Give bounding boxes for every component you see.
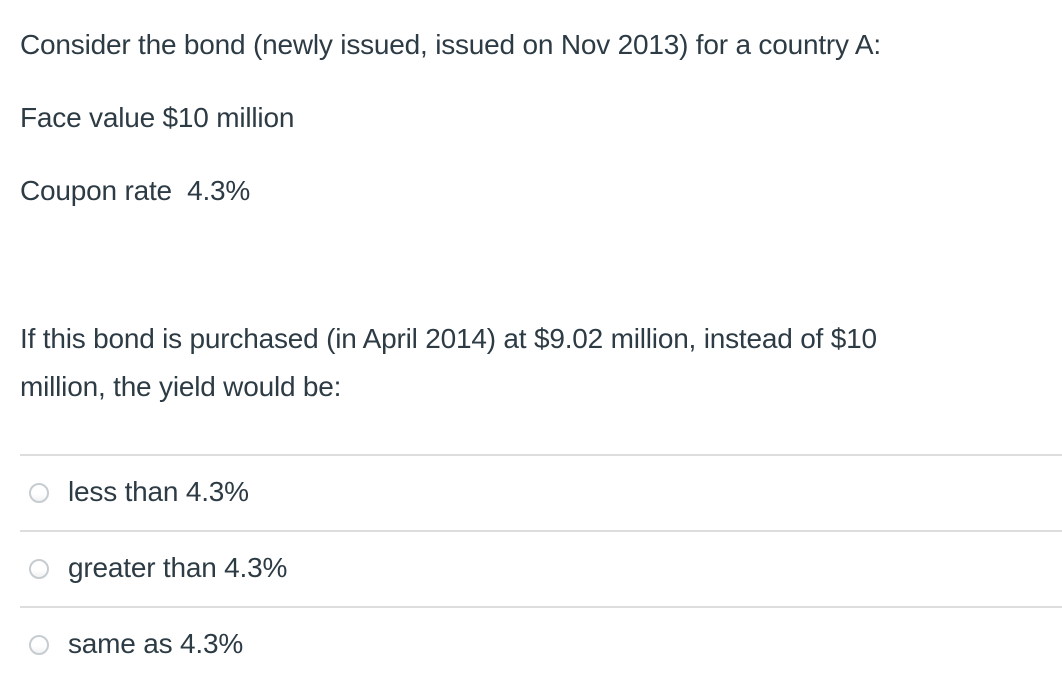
- question-text-block: Consider the bond (newly issued, issued …: [0, 26, 1062, 411]
- radio-button-icon[interactable]: [29, 635, 49, 655]
- answer-option-label[interactable]: greater than 4.3%: [68, 552, 288, 583]
- question-coupon-rate: Coupon rate 4.3%: [20, 175, 251, 206]
- answer-option-row[interactable]: greater than 4.3%: [20, 530, 1062, 606]
- question-intro: Consider the bond (newly issued, issued …: [20, 29, 881, 60]
- answer-option-row[interactable]: same as 4.3%: [20, 606, 1062, 682]
- question-prompt-line: If this bond is purchased (in April 2014…: [20, 323, 877, 354]
- answer-option-label[interactable]: less than 4.3%: [68, 476, 249, 507]
- question-prompt: If this bond is purchased (in April 2014…: [20, 315, 1032, 411]
- answer-option-label[interactable]: same as 4.3%: [68, 628, 244, 659]
- answer-option-row[interactable]: less than 4.3%: [20, 454, 1062, 530]
- answer-options: less than 4.3% greater than 4.3% same as…: [0, 454, 1062, 682]
- radio-button-icon[interactable]: [29, 483, 49, 503]
- radio-button-icon[interactable]: [29, 559, 49, 579]
- question-prompt-line: million, the yield would be:: [20, 371, 342, 402]
- question-face-value: Face value $10 million: [20, 102, 295, 133]
